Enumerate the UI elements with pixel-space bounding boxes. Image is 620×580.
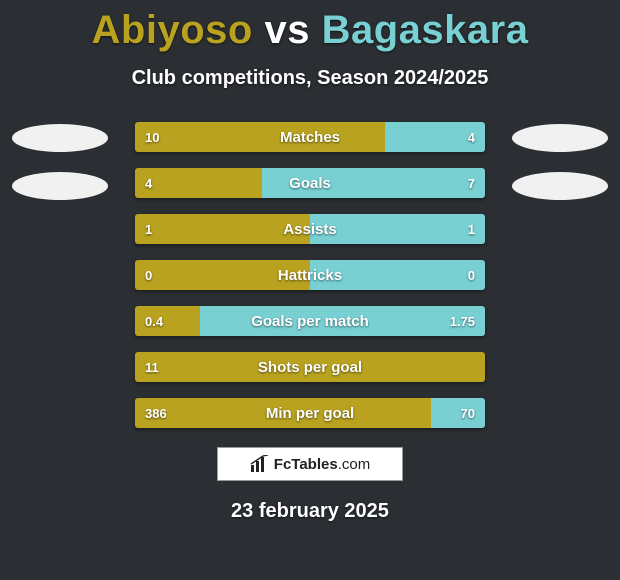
stat-bar-left [135, 168, 262, 198]
stat-bar-right [310, 260, 485, 290]
brand-text: FcTables.com [274, 456, 370, 473]
stat-row: 11Assists [135, 214, 485, 244]
stat-bar-right [200, 306, 485, 336]
stat-row: 38670Min per goal [135, 398, 485, 428]
side-ellipse [512, 124, 608, 152]
stat-bar-left [135, 214, 310, 244]
page-title: Abiyoso vs Bagaskara [0, 0, 620, 53]
stat-bar-left [135, 398, 431, 428]
stat-row: 104Matches [135, 122, 485, 152]
stat-row: 47Goals [135, 168, 485, 198]
vs-separator: vs [264, 8, 310, 52]
stat-bar-left [135, 352, 485, 382]
comparison-canvas: Abiyoso vs Bagaskara Club competitions, … [0, 0, 620, 580]
date-label: 23 february 2025 [0, 500, 620, 523]
side-ellipse [512, 172, 608, 200]
stat-bar-right [385, 122, 485, 152]
stat-bar-right [431, 398, 485, 428]
brand-suffix: .com [338, 456, 371, 473]
player-right-name: Bagaskara [322, 8, 529, 52]
player-left-name: Abiyoso [92, 8, 253, 52]
comparison-bars: 104Matches 47Goals 11Assists 00Hattricks 0.4… [135, 122, 485, 444]
stat-bar-right [310, 214, 485, 244]
stat-row: 00Hattricks [135, 260, 485, 290]
stat-bar-left [135, 260, 310, 290]
stat-bar-left [135, 122, 385, 152]
brand-box: FcTables.com [217, 447, 403, 481]
stat-row: 11Shots per goal [135, 352, 485, 382]
stat-row: 0.41.75Goals per match [135, 306, 485, 336]
stat-bar-left [135, 306, 200, 336]
subtitle: Club competitions, Season 2024/2025 [0, 67, 620, 90]
side-ellipse [12, 124, 108, 152]
side-ellipse [12, 172, 108, 200]
bar-chart-icon [250, 455, 270, 473]
stat-bar-right [262, 168, 485, 198]
brand-bold: FcTables [274, 456, 338, 473]
